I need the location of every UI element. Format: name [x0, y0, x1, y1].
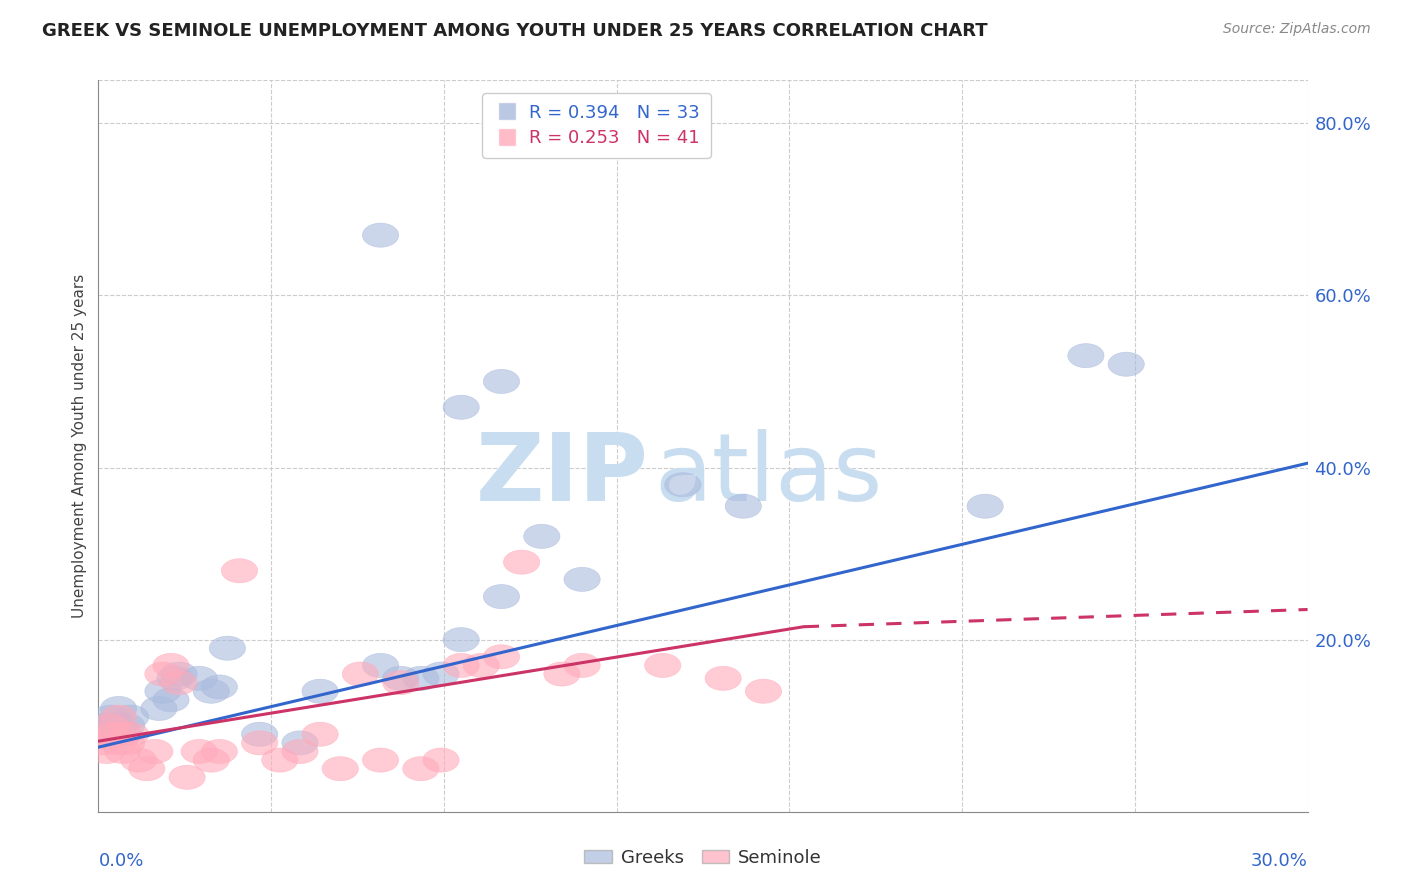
Ellipse shape: [402, 666, 439, 690]
Ellipse shape: [382, 671, 419, 695]
Ellipse shape: [201, 675, 238, 699]
Ellipse shape: [84, 731, 121, 755]
Ellipse shape: [363, 653, 399, 678]
Ellipse shape: [193, 679, 229, 703]
Legend: Greeks, Seminole: Greeks, Seminole: [578, 842, 828, 874]
Ellipse shape: [193, 748, 229, 772]
Ellipse shape: [89, 739, 125, 764]
Ellipse shape: [423, 662, 460, 686]
Legend: R = 0.394   N = 33, R = 0.253   N = 41: R = 0.394 N = 33, R = 0.253 N = 41: [482, 93, 711, 158]
Ellipse shape: [145, 662, 181, 686]
Ellipse shape: [564, 567, 600, 591]
Text: 30.0%: 30.0%: [1251, 852, 1308, 870]
Ellipse shape: [145, 679, 181, 703]
Ellipse shape: [169, 765, 205, 789]
Ellipse shape: [141, 697, 177, 721]
Ellipse shape: [201, 739, 238, 764]
Ellipse shape: [342, 662, 378, 686]
Ellipse shape: [108, 731, 145, 755]
Ellipse shape: [665, 473, 702, 497]
Ellipse shape: [281, 731, 318, 755]
Ellipse shape: [104, 723, 141, 747]
Ellipse shape: [402, 756, 439, 780]
Ellipse shape: [209, 636, 246, 660]
Ellipse shape: [302, 679, 339, 703]
Ellipse shape: [136, 739, 173, 764]
Ellipse shape: [89, 714, 125, 738]
Ellipse shape: [302, 723, 339, 747]
Ellipse shape: [84, 714, 121, 738]
Ellipse shape: [503, 550, 540, 574]
Ellipse shape: [93, 723, 129, 747]
Ellipse shape: [544, 662, 581, 686]
Ellipse shape: [108, 714, 145, 738]
Ellipse shape: [725, 494, 762, 518]
Ellipse shape: [704, 666, 741, 690]
Ellipse shape: [564, 653, 600, 678]
Ellipse shape: [100, 697, 136, 721]
Ellipse shape: [484, 584, 520, 608]
Text: 0.0%: 0.0%: [98, 852, 143, 870]
Ellipse shape: [100, 705, 136, 729]
Text: Source: ZipAtlas.com: Source: ZipAtlas.com: [1223, 22, 1371, 37]
Ellipse shape: [221, 558, 257, 582]
Ellipse shape: [443, 628, 479, 652]
Ellipse shape: [1108, 352, 1144, 376]
Ellipse shape: [97, 723, 132, 747]
Ellipse shape: [153, 653, 190, 678]
Ellipse shape: [382, 666, 419, 690]
Ellipse shape: [157, 666, 193, 690]
Ellipse shape: [443, 653, 479, 678]
Ellipse shape: [281, 739, 318, 764]
Ellipse shape: [463, 653, 499, 678]
Ellipse shape: [160, 671, 197, 695]
Ellipse shape: [644, 653, 681, 678]
Ellipse shape: [129, 756, 165, 780]
Ellipse shape: [181, 739, 218, 764]
Ellipse shape: [322, 756, 359, 780]
Ellipse shape: [112, 723, 149, 747]
Ellipse shape: [262, 748, 298, 772]
Ellipse shape: [443, 395, 479, 419]
Ellipse shape: [112, 705, 149, 729]
Ellipse shape: [1067, 343, 1104, 368]
Ellipse shape: [484, 369, 520, 393]
Ellipse shape: [104, 739, 141, 764]
Text: atlas: atlas: [655, 429, 883, 521]
Text: GREEK VS SEMINOLE UNEMPLOYMENT AMONG YOUTH UNDER 25 YEARS CORRELATION CHART: GREEK VS SEMINOLE UNEMPLOYMENT AMONG YOU…: [42, 22, 988, 40]
Ellipse shape: [100, 714, 136, 738]
Ellipse shape: [153, 688, 190, 712]
Ellipse shape: [242, 731, 278, 755]
Ellipse shape: [121, 748, 157, 772]
Ellipse shape: [93, 714, 129, 738]
Ellipse shape: [363, 748, 399, 772]
Ellipse shape: [967, 494, 1004, 518]
Ellipse shape: [104, 723, 141, 747]
Ellipse shape: [363, 223, 399, 247]
Ellipse shape: [100, 731, 136, 755]
Ellipse shape: [423, 748, 460, 772]
Ellipse shape: [745, 679, 782, 703]
Ellipse shape: [181, 666, 218, 690]
Ellipse shape: [160, 662, 197, 686]
Ellipse shape: [93, 705, 129, 729]
Text: ZIP: ZIP: [475, 429, 648, 521]
Ellipse shape: [484, 645, 520, 669]
Y-axis label: Unemployment Among Youth under 25 years: Unemployment Among Youth under 25 years: [72, 274, 87, 618]
Ellipse shape: [242, 723, 278, 747]
Ellipse shape: [93, 723, 129, 747]
Ellipse shape: [97, 714, 132, 738]
Ellipse shape: [523, 524, 560, 549]
